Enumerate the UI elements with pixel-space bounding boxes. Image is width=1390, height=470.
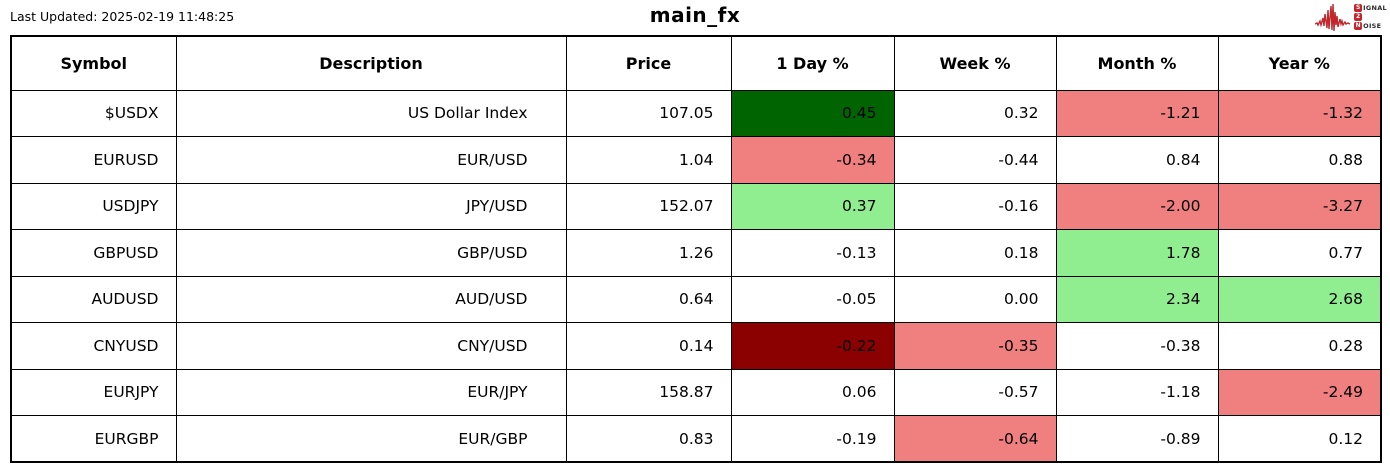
fx-table: Symbol Description Price 1 Day % Week % … (10, 35, 1382, 463)
week-change-cell: -0.44 (893, 136, 1057, 184)
table-row: GBPUSD GBP/USD 1.26 -0.13 0.18 1.78 0.77 (10, 229, 1382, 277)
day-change-cell: -0.22 (730, 322, 895, 370)
month-change-cell: 0.84 (1055, 136, 1219, 184)
column-header-year: Year % (1217, 35, 1382, 91)
description-cell: EUR/GBP (175, 415, 567, 463)
month-change-cell: -0.89 (1055, 415, 1219, 463)
description-cell: AUD/USD (175, 275, 567, 323)
symbol-cell: USDJPY (10, 182, 177, 230)
week-change-cell: -0.64 (893, 415, 1057, 463)
column-header-month: Month % (1055, 35, 1219, 91)
page-title: main_fx (649, 3, 741, 27)
logo-badge-2: 2 (1354, 13, 1363, 21)
header-row: Symbol Description Price 1 Day % Week % … (10, 35, 1382, 91)
logo-badge-s: S (1354, 4, 1363, 12)
signal2noise-logo: S IGNAL 2 N OISE (1315, 2, 1387, 32)
year-change-cell: 0.88 (1217, 136, 1382, 184)
symbol-cell: GBPUSD (10, 229, 177, 277)
symbol-cell: AUDUSD (10, 275, 177, 323)
column-header-description: Description (175, 35, 567, 91)
price-cell: 152.07 (565, 182, 732, 230)
week-change-cell: -0.57 (893, 368, 1057, 416)
description-cell: GBP/USD (175, 229, 567, 277)
year-change-cell: 0.28 (1217, 322, 1382, 370)
month-change-cell: -1.18 (1055, 368, 1219, 416)
week-change-cell: -0.35 (893, 322, 1057, 370)
price-cell: 0.83 (565, 415, 732, 463)
price-cell: 1.26 (565, 229, 732, 277)
table-row: $USDX US Dollar Index 107.05 0.45 0.32 -… (10, 89, 1382, 137)
day-change-cell: -0.34 (730, 136, 895, 184)
price-cell: 107.05 (565, 89, 732, 137)
waveform-icon (1315, 3, 1351, 32)
description-cell: EUR/JPY (175, 368, 567, 416)
column-header-price: Price (565, 35, 732, 91)
year-change-cell: 0.12 (1217, 415, 1382, 463)
symbol-cell: EURGBP (10, 415, 177, 463)
column-header-week: Week % (893, 35, 1057, 91)
year-change-cell: -2.49 (1217, 368, 1382, 416)
table-row: CNYUSD CNY/USD 0.14 -0.22 -0.35 -0.38 0.… (10, 322, 1382, 370)
week-change-cell: 0.32 (893, 89, 1057, 137)
day-change-cell: 0.45 (730, 89, 895, 137)
price-cell: 0.14 (565, 322, 732, 370)
price-cell: 158.87 (565, 368, 732, 416)
description-cell: US Dollar Index (175, 89, 567, 137)
symbol-cell: $USDX (10, 89, 177, 137)
column-header-1day: 1 Day % (730, 35, 895, 91)
week-change-cell: 0.00 (893, 275, 1057, 323)
price-cell: 1.04 (565, 136, 732, 184)
month-change-cell: -1.21 (1055, 89, 1219, 137)
year-change-cell: -3.27 (1217, 182, 1382, 230)
description-cell: JPY/USD (175, 182, 567, 230)
symbol-cell: EURUSD (10, 136, 177, 184)
table-row: EURJPY EUR/JPY 158.87 0.06 -0.57 -1.18 -… (10, 368, 1382, 416)
month-change-cell: -0.38 (1055, 322, 1219, 370)
year-change-cell: 0.77 (1217, 229, 1382, 277)
table-row: EURGBP EUR/GBP 0.83 -0.19 -0.64 -0.89 0.… (10, 415, 1382, 463)
day-change-cell: -0.05 (730, 275, 895, 323)
month-change-cell: 1.78 (1055, 229, 1219, 277)
logo-signal-text: IGNAL (1363, 4, 1387, 12)
logo-badge-n: N (1354, 22, 1363, 30)
day-change-cell: -0.19 (730, 415, 895, 463)
symbol-cell: EURJPY (10, 368, 177, 416)
year-change-cell: 2.68 (1217, 275, 1382, 323)
table-row: EURUSD EUR/USD 1.04 -0.34 -0.44 0.84 0.8… (10, 136, 1382, 184)
logo-text: S IGNAL 2 N OISE (1354, 4, 1387, 30)
price-cell: 0.64 (565, 275, 732, 323)
table-row: USDJPY JPY/USD 152.07 0.37 -0.16 -2.00 -… (10, 182, 1382, 230)
logo-noise-text: OISE (1363, 22, 1382, 30)
month-change-cell: -2.00 (1055, 182, 1219, 230)
description-cell: EUR/USD (175, 136, 567, 184)
week-change-cell: 0.18 (893, 229, 1057, 277)
description-cell: CNY/USD (175, 322, 567, 370)
day-change-cell: -0.13 (730, 229, 895, 277)
day-change-cell: 0.37 (730, 182, 895, 230)
day-change-cell: 0.06 (730, 368, 895, 416)
year-change-cell: -1.32 (1217, 89, 1382, 137)
week-change-cell: -0.16 (893, 182, 1057, 230)
table-row: AUDUSD AUD/USD 0.64 -0.05 0.00 2.34 2.68 (10, 275, 1382, 323)
column-header-symbol: Symbol (10, 35, 177, 91)
month-change-cell: 2.34 (1055, 275, 1219, 323)
symbol-cell: CNYUSD (10, 322, 177, 370)
last-updated-text: Last Updated: 2025-02-19 11:48:25 (10, 9, 235, 24)
